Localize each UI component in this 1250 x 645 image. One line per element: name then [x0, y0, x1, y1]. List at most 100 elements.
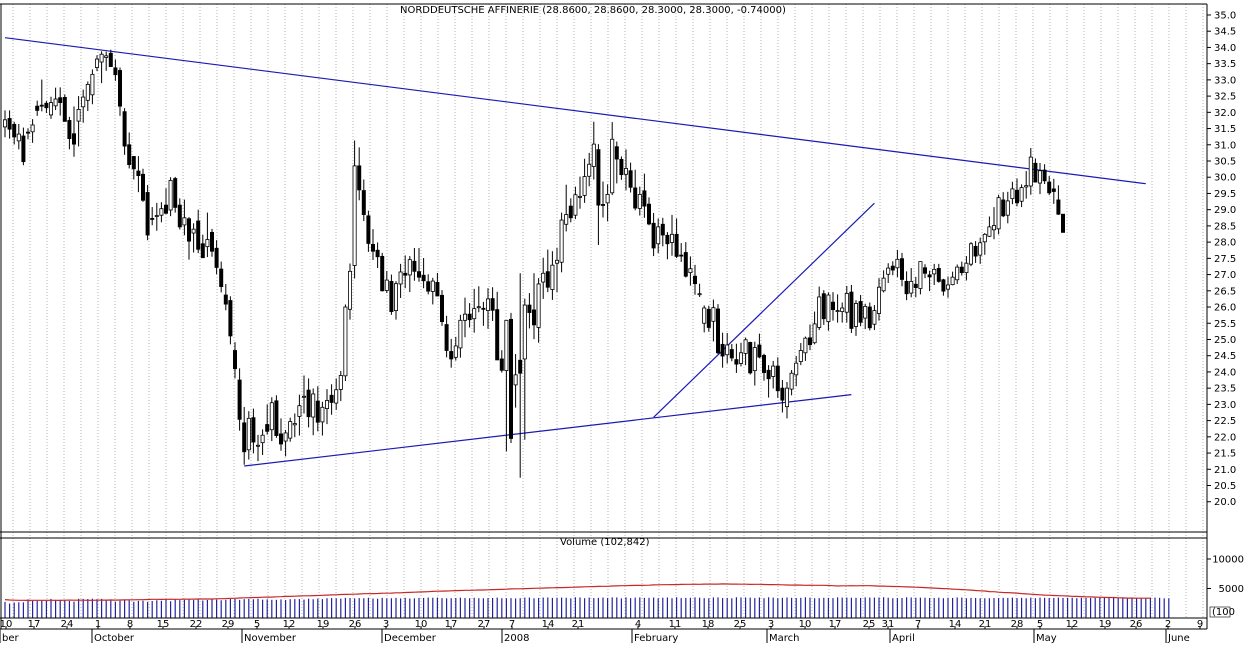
candle-body-up	[453, 345, 458, 358]
candle-body-up	[292, 423, 297, 426]
candle-body-up	[288, 421, 293, 439]
day-label: 9	[1197, 619, 1203, 630]
candle-body-up	[246, 417, 251, 451]
candle-body-up	[854, 303, 859, 327]
candle-body-up	[725, 344, 730, 356]
candle	[366, 210, 371, 252]
candle	[582, 158, 587, 203]
candle	[1056, 185, 1061, 215]
candle	[453, 336, 458, 361]
candle	[720, 332, 725, 368]
candle	[913, 276, 918, 298]
candle	[1051, 178, 1056, 204]
candle-body-up	[969, 243, 974, 265]
month-label: May	[1036, 633, 1057, 644]
candle-body-down	[67, 120, 72, 140]
candle	[131, 156, 136, 180]
candle	[177, 198, 182, 230]
candle-body-up	[918, 261, 923, 289]
candle	[670, 214, 675, 256]
candle	[679, 243, 684, 262]
candle	[1038, 162, 1043, 195]
candle	[490, 287, 495, 321]
candle	[251, 408, 256, 454]
candle	[918, 261, 923, 295]
candle-body-up	[260, 434, 265, 444]
candle-body-up	[803, 337, 808, 354]
candle-body-down	[25, 131, 30, 134]
candle	[219, 261, 224, 293]
candle-body-up	[555, 259, 560, 264]
candle-body-up	[987, 226, 992, 237]
candle-body-down	[642, 190, 647, 207]
candle	[481, 301, 486, 326]
candle	[398, 263, 403, 298]
candle	[1047, 175, 1052, 196]
candle	[274, 395, 279, 438]
candle-body-up	[656, 226, 661, 245]
candle	[1061, 213, 1066, 233]
candle	[564, 184, 569, 232]
candle	[1019, 184, 1024, 208]
candle-body-up	[334, 389, 339, 404]
candle-body-up	[85, 84, 90, 101]
candle-body-down	[44, 102, 49, 109]
candle-body-down	[403, 272, 408, 276]
candle	[881, 270, 886, 293]
price-tick-label: 25.5	[1214, 319, 1236, 330]
candle	[449, 338, 454, 368]
candle	[343, 304, 348, 382]
candle	[849, 284, 854, 333]
day-label: 24	[61, 619, 74, 630]
month-label: ber	[2, 633, 20, 644]
candle	[637, 186, 642, 216]
candle-body-down	[941, 279, 946, 292]
candle	[7, 110, 12, 139]
candle-body-down	[200, 243, 205, 259]
day-label: 1	[95, 619, 101, 630]
candle	[127, 132, 132, 169]
candle	[145, 185, 150, 241]
candle-body-up	[168, 180, 173, 211]
candle	[288, 417, 293, 442]
day-label: 15	[157, 619, 170, 630]
price-tick-label: 27.0	[1214, 270, 1236, 281]
day-label: 3	[768, 619, 774, 630]
candle	[743, 337, 748, 366]
candle-body-down	[757, 344, 762, 358]
day-label: 3	[383, 619, 389, 630]
candle-body-down	[223, 294, 228, 305]
candle-body-up	[752, 347, 757, 372]
candle-body-down	[821, 293, 826, 320]
month-label: November	[244, 633, 297, 644]
candle	[168, 177, 173, 217]
candle-body-down	[265, 424, 270, 432]
candle	[16, 124, 21, 150]
candle-body-up	[182, 217, 187, 226]
candle-body-down	[421, 274, 426, 282]
candle-body-down	[467, 313, 472, 321]
trendline	[4, 37, 1146, 185]
price-axis: 35.0 34.5 34.0 33.5 33.0 32.5 32.0 31.5 31.0 30.5…	[1207, 10, 1236, 508]
day-label: 21	[979, 619, 992, 630]
candle	[35, 100, 40, 116]
candle	[154, 202, 159, 231]
candle-body-down	[62, 96, 67, 122]
candle	[633, 169, 638, 211]
candle	[656, 218, 661, 254]
day-label: 10	[0, 619, 12, 630]
candle	[191, 223, 196, 253]
day-label: 29	[222, 619, 235, 630]
candle-body-up	[886, 267, 891, 275]
day-label: 5	[254, 619, 260, 630]
candle-body-down	[858, 301, 863, 323]
candle-body-down	[444, 324, 449, 351]
candle-body-down	[495, 309, 500, 361]
candle-body-down	[214, 247, 219, 268]
candle	[67, 116, 72, 150]
candle-body-up	[53, 98, 58, 107]
candle	[444, 315, 449, 358]
day-label: 25	[863, 619, 876, 630]
candle	[587, 152, 592, 187]
candle	[642, 173, 647, 218]
